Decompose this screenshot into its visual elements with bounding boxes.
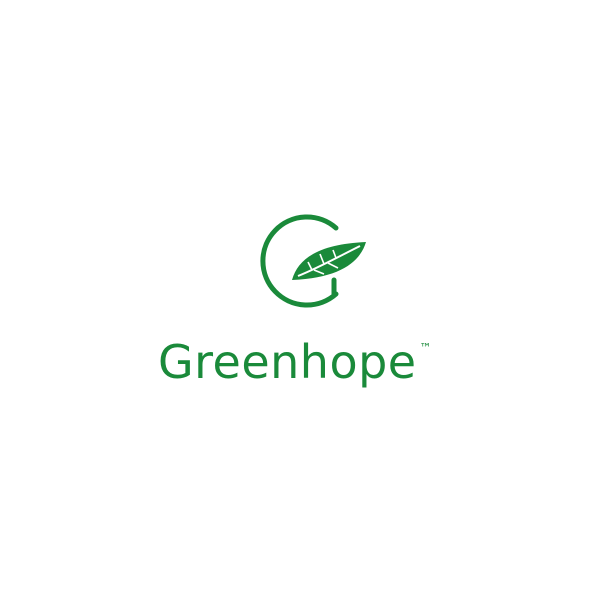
logo-mark [260, 214, 366, 308]
brand-wordmark: Greenhope ™ [158, 332, 458, 392]
circle-g-icon [260, 214, 339, 308]
trademark-symbol: ™ [419, 341, 433, 355]
leaf-icon [292, 242, 366, 280]
brand-name: Greenhope [158, 335, 417, 389]
